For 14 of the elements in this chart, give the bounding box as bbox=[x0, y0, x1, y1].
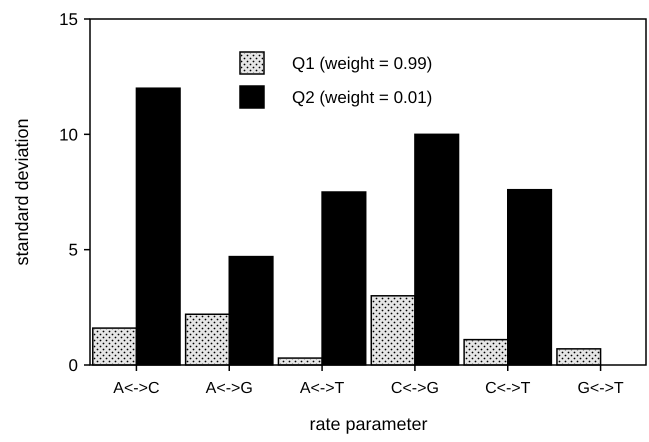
x-tick-label: G<->T bbox=[577, 380, 624, 397]
y-tick-label: 15 bbox=[59, 10, 78, 29]
y-tick-label: 10 bbox=[59, 125, 78, 144]
y-tick-label: 5 bbox=[68, 240, 78, 260]
x-tick-label: C<->T bbox=[485, 380, 531, 397]
x-tick-label: A<->T bbox=[300, 380, 345, 397]
y-tick-label: 0 bbox=[68, 356, 78, 375]
y-axis-title: standard deviation bbox=[12, 118, 32, 266]
x-tick-label: A<->C bbox=[113, 380, 160, 397]
legend-label: Q1 (weight = 0.99) bbox=[292, 54, 432, 73]
x-tick-label: A<->G bbox=[206, 380, 253, 397]
legend-label: Q2 (weight = 0.01) bbox=[292, 88, 432, 107]
x-axis-title: rate parameter bbox=[309, 414, 428, 434]
x-tick-label: C<->G bbox=[390, 380, 439, 397]
